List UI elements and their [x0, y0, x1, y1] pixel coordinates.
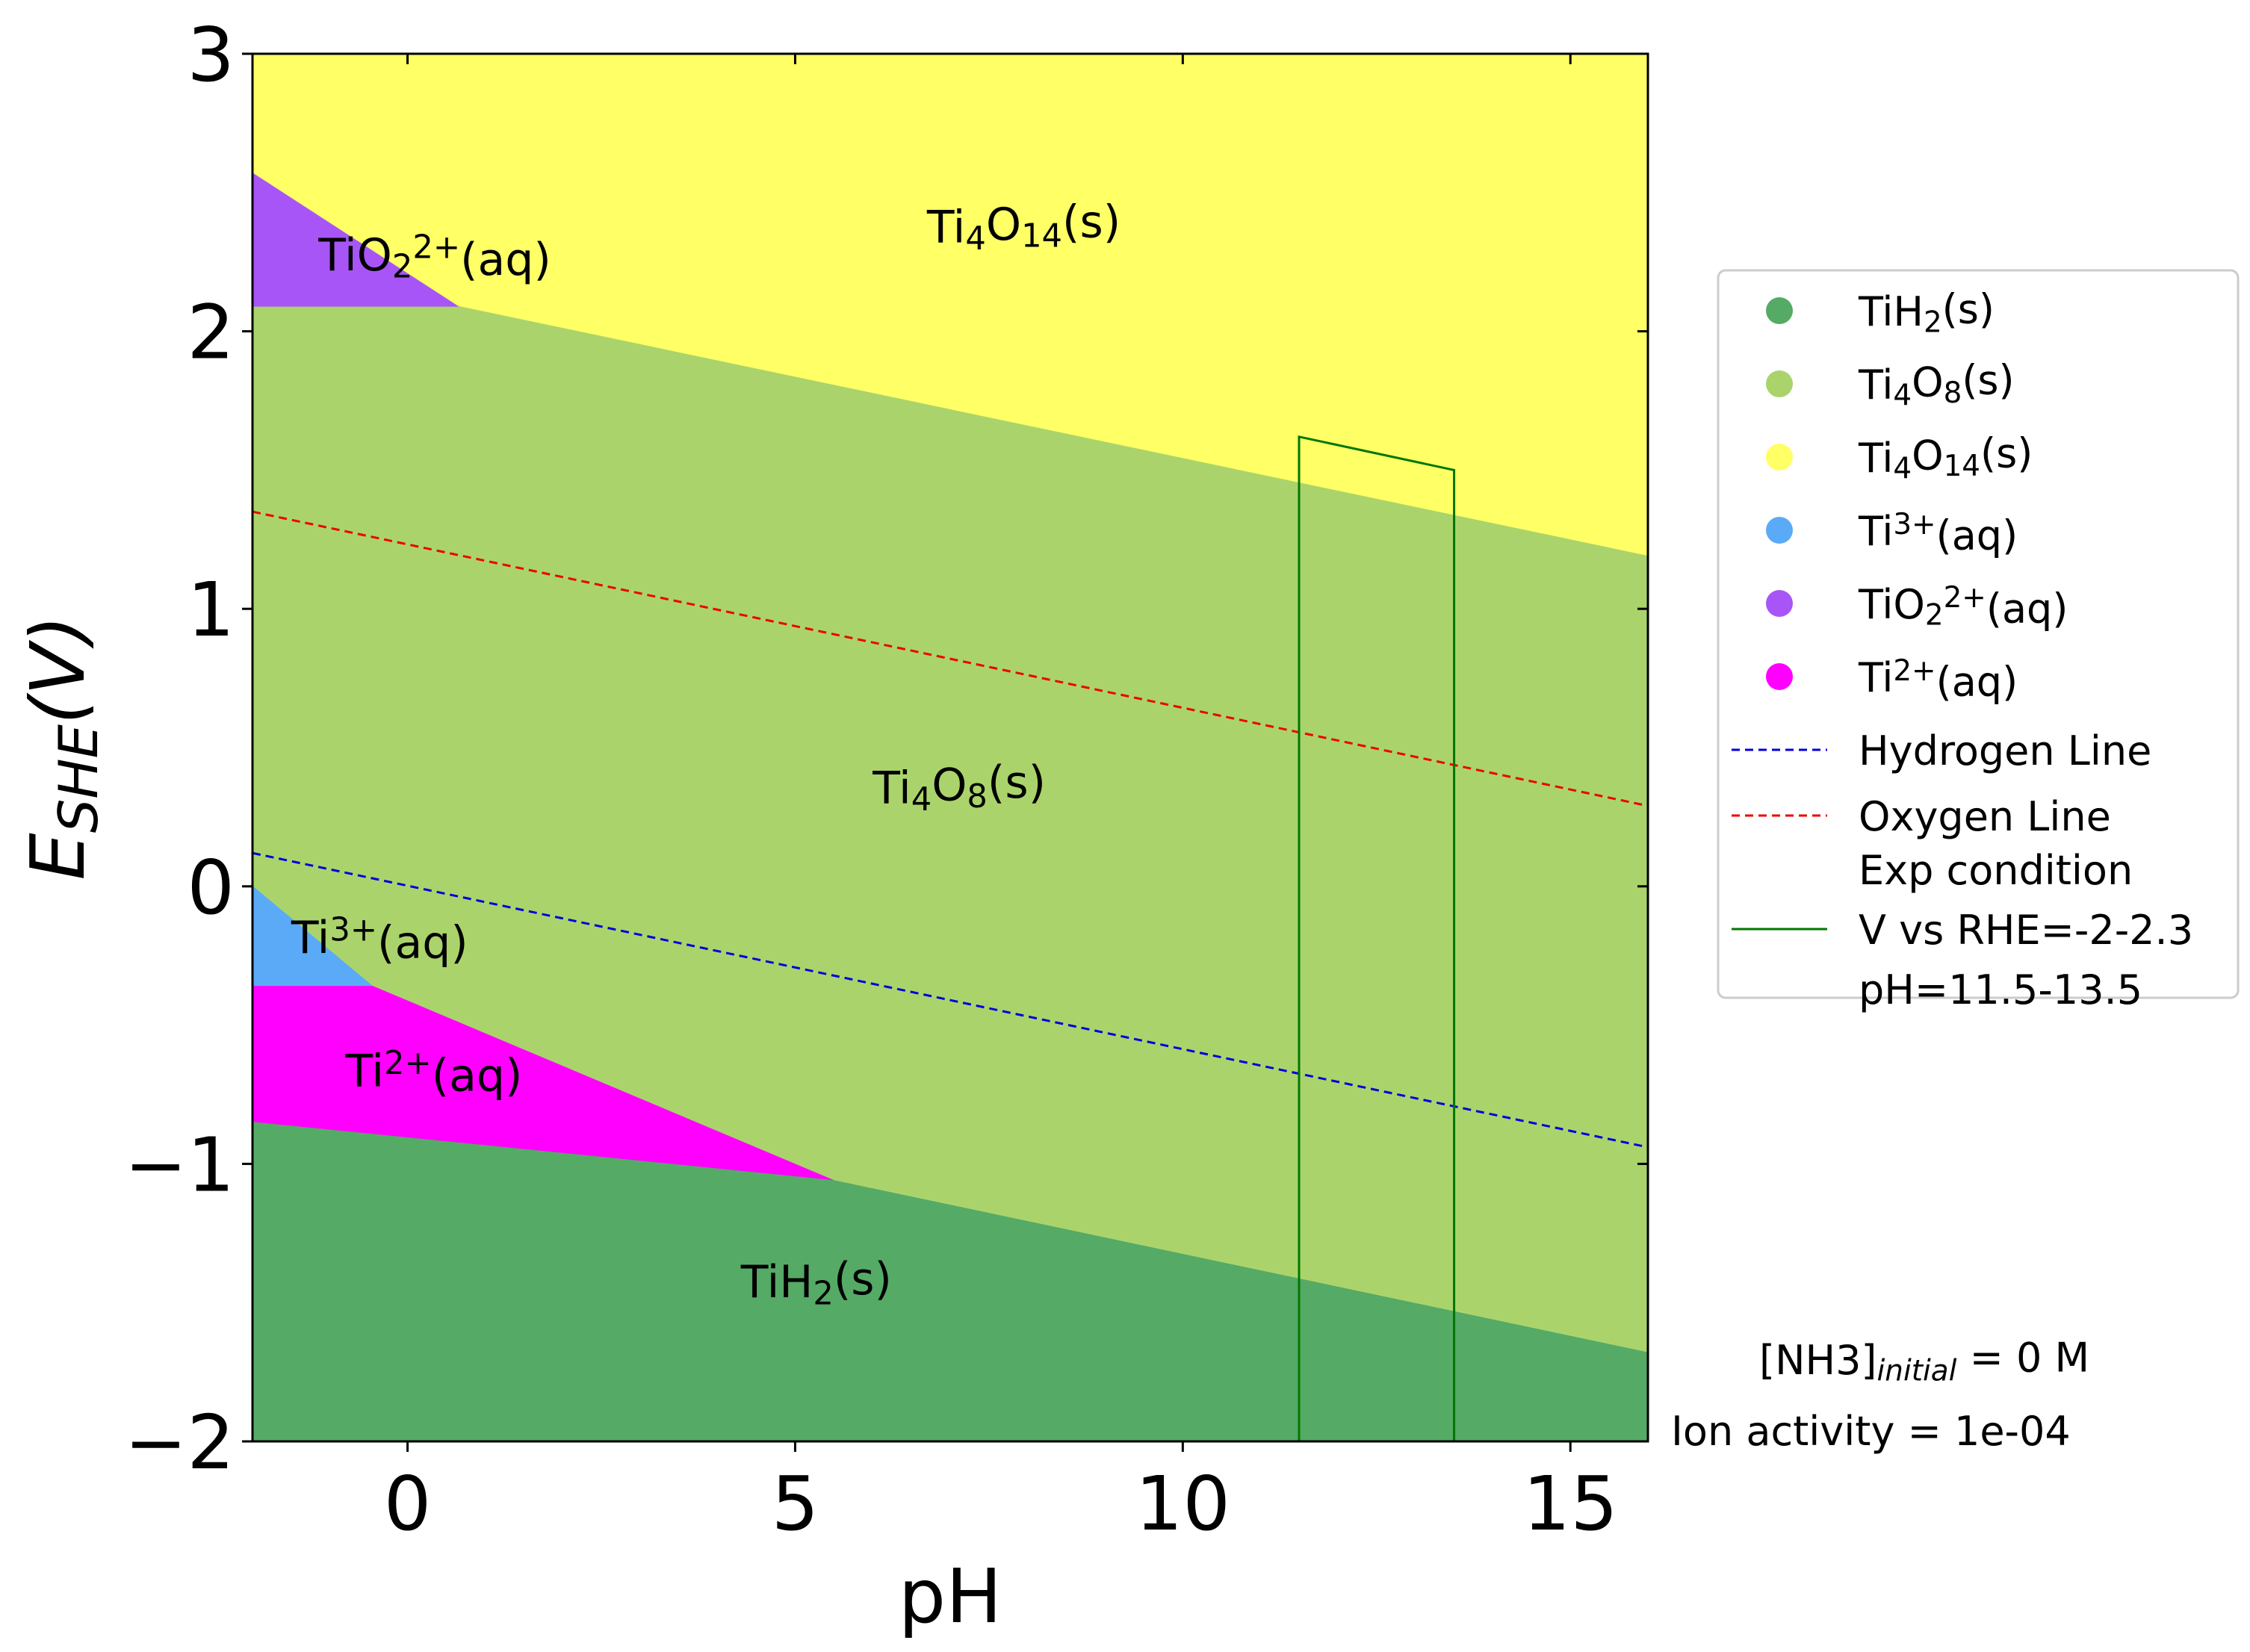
- legend-label: Ti3+(aq): [1858, 508, 2018, 559]
- legend: TiH2(s) Ti4O8(s) Ti4O14(s) Ti3+(aq) TiO22+(a…: [1717, 269, 2240, 1013]
- region-label: TiH2(s): [740, 1253, 892, 1312]
- region-label: Ti4O8(s): [872, 757, 1046, 819]
- legend-marker: [1766, 444, 1793, 471]
- reference-lines: [252, 435, 1648, 1441]
- y-axis-title: ESHE(V): [14, 615, 110, 881]
- region-label: Ti3+(aq): [291, 912, 468, 969]
- legend-label: Ti4O8(s): [1858, 356, 2015, 412]
- region-label: TiO22+(aq): [317, 229, 551, 286]
- x-tick-label: 5: [772, 1460, 819, 1547]
- x-tick-label: 0: [384, 1460, 432, 1547]
- y-tick-label: 0: [187, 844, 235, 931]
- legend-label: Ti4O14(s): [1858, 429, 2033, 485]
- nh3-note: [NH3]initial = 0 M: [1759, 1335, 2089, 1388]
- x-tick-label: 10: [1135, 1460, 1230, 1547]
- legend-label: Hydrogen Line: [1859, 727, 2151, 774]
- y-tick-label: 1: [187, 566, 235, 653]
- legend-label: TiH2(s): [1858, 286, 1995, 340]
- legend-label: TiO22+(aq): [1858, 581, 2068, 633]
- legend-marker: [1766, 517, 1793, 544]
- axis-ticks: 0 5 10 15 −2 −1 0 1 2 3: [125, 11, 1648, 1547]
- condition-notes: [NH3]initial = 0 M Ion activity = 1e-04: [1671, 1335, 2089, 1455]
- legend-marker: [1766, 663, 1793, 690]
- plot-frame: [251, 52, 1649, 1443]
- region-labels: Ti4O14(s) TiO22+(aq) Ti4O8(s) Ti3+(aq) Ti2+(…: [291, 196, 1121, 1312]
- ion-activity-note: Ion activity = 1e-04: [1671, 1408, 2071, 1455]
- legend-marker: [1766, 370, 1793, 397]
- y-axis-title-text: ESHE(V): [14, 615, 110, 881]
- exp-condition-line: [1298, 435, 1456, 1441]
- y-tick-label: −1: [125, 1121, 235, 1208]
- legend-marker: [1766, 297, 1793, 324]
- legend-label: Ti2+(aq): [1858, 654, 2018, 706]
- y-tick-label: 3: [187, 11, 235, 99]
- legend-marker: [1766, 590, 1793, 617]
- legend-label: pH=11.5-13.5: [1859, 966, 2142, 1013]
- region-tio2: [252, 173, 459, 307]
- legend-label: Exp condition: [1859, 847, 2133, 894]
- x-axis-title: pH: [899, 1553, 1002, 1640]
- legend-label: V vs RHE=-2-2.3: [1859, 907, 2193, 954]
- y-tick-label: 2: [187, 289, 235, 376]
- y-tick-label: −2: [125, 1399, 235, 1486]
- hydrogen-line: [252, 851, 1648, 1149]
- oxygen-line: [252, 510, 1648, 807]
- region-label: Ti4O14(s): [926, 196, 1121, 258]
- legend-box: [1717, 269, 2240, 999]
- region-label: Ti2+(aq): [345, 1045, 523, 1102]
- x-tick-label: 15: [1523, 1460, 1618, 1547]
- legend-label: Oxygen Line: [1859, 793, 2111, 840]
